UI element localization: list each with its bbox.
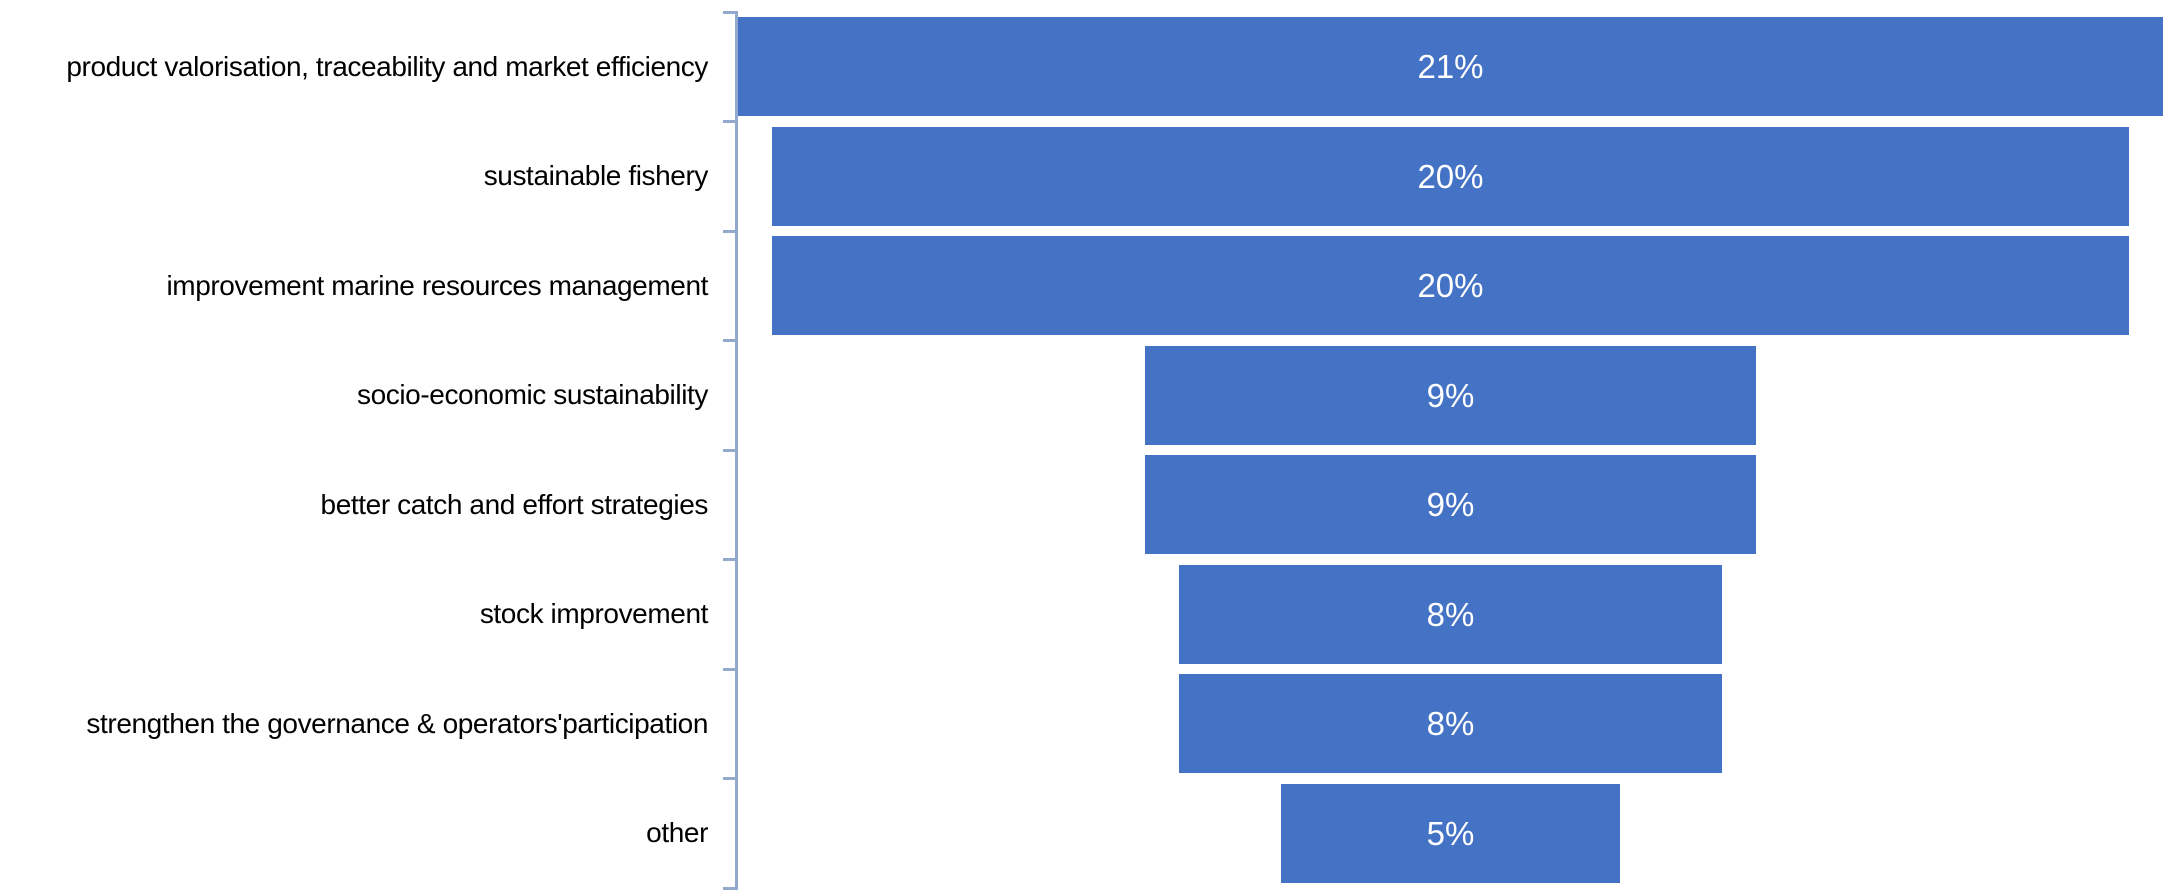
axis-tick [723, 339, 738, 342]
funnel-bar: 8% [1179, 674, 1722, 774]
data-label: 9% [1426, 376, 1475, 414]
category-label: sustainable fishery [483, 160, 709, 192]
funnel-bar: 9% [1145, 455, 1756, 555]
category-label: socio-economic sustainability [356, 379, 708, 411]
category-label: better catch and effort strategies [320, 488, 709, 520]
data-label: 20% [1417, 157, 1484, 195]
axis-tick [723, 448, 738, 452]
data-label: 20% [1417, 267, 1484, 305]
category-label: product valorisation, traceability and m… [66, 50, 708, 82]
axis-tick [723, 558, 738, 561]
data-label: 8% [1426, 595, 1475, 633]
data-label: 5% [1426, 814, 1475, 852]
category-label: stock improvement [479, 598, 709, 630]
funnel-bar: 21% [738, 17, 2163, 117]
axis-tick [723, 229, 738, 233]
axis-tick [723, 120, 738, 123]
funnel-bar: 5% [1280, 783, 1621, 883]
data-label: 21% [1417, 48, 1484, 86]
axis-tick [723, 667, 738, 671]
funnel-bar: 20% [771, 126, 2130, 226]
category-label: improvement marine resources management [166, 269, 708, 301]
data-label: 8% [1426, 705, 1475, 743]
category-label: strengthen the governance & operators'pa… [86, 707, 708, 739]
axis-tick [723, 10, 738, 14]
data-label: 9% [1426, 486, 1475, 524]
axis-tick [723, 886, 738, 890]
funnel-bar: 8% [1179, 564, 1722, 664]
category-label: other [646, 817, 708, 849]
axis-tick [723, 777, 738, 780]
funnel-bar: 20% [771, 236, 2130, 336]
funnel-bar: 9% [1145, 345, 1756, 445]
